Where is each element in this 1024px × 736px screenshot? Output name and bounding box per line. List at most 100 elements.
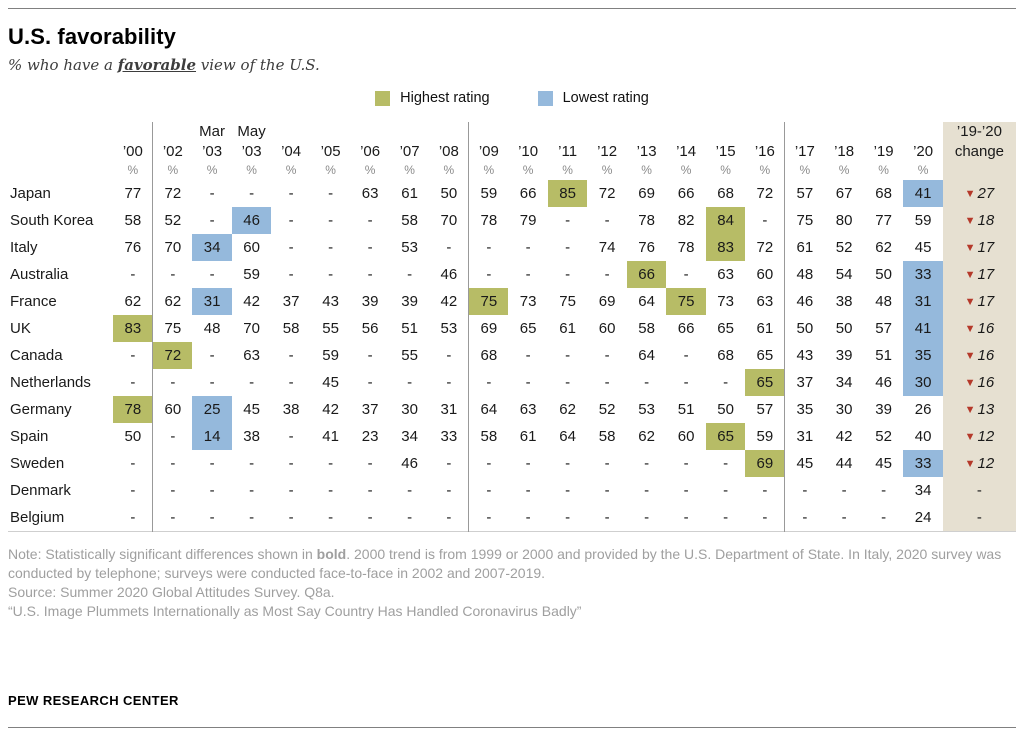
value-cell: 50 [717, 401, 734, 418]
value-cell: 66 [677, 320, 695, 337]
value-cell: 46 [440, 266, 458, 283]
value-cell: 75 [784, 207, 825, 234]
value-cell: - [644, 482, 650, 499]
table-row: Denmark - - - - - - - - - - - - - - - - - - - -34- [8, 477, 1016, 504]
year-header: ’14 [676, 143, 697, 160]
value-cell: 72 [756, 185, 774, 202]
value-cell: - [723, 482, 729, 499]
value-cell: 50 [835, 320, 853, 337]
year-header: ’08 [438, 143, 459, 160]
value-cell: 58 [124, 212, 142, 229]
value-cell: - [604, 374, 610, 391]
value-cell: 62 [559, 401, 576, 418]
subtitle-suffix: view of the U.S. [196, 56, 320, 74]
value-cell: - [288, 374, 294, 391]
down-triangle-icon: ▼ [964, 377, 976, 389]
value-cell: 38 [243, 428, 260, 445]
year-header: ’10 [518, 143, 539, 160]
value-cell: 58 [468, 423, 509, 450]
value-cell: 85 [547, 180, 588, 207]
value-cell: 52 [875, 428, 892, 445]
value-cell: - [288, 266, 294, 283]
value-cell: 46 [401, 455, 418, 472]
value-cell: 69 [745, 450, 785, 477]
value-cell: - [762, 508, 768, 526]
value-cell: - [130, 266, 136, 283]
corner-cell [8, 140, 113, 160]
down-triangle-icon: ▼ [964, 431, 976, 443]
value-cell: - [130, 455, 136, 472]
value-cell: - [288, 508, 294, 526]
table-row: France 62 62 31 42 37 43 39 39 42 75 73 75 69 64 75 73 63… [8, 288, 1016, 315]
value-cell: - [130, 374, 136, 391]
value-cell: - [367, 508, 373, 526]
value-cell: 64 [638, 293, 655, 310]
value-cell: 66 [519, 185, 537, 202]
value-cell: - [468, 450, 509, 477]
bottom-rule [8, 727, 1016, 728]
value-cell: 52 [835, 239, 853, 256]
month-header [587, 122, 627, 140]
value-cell: 46 [231, 207, 272, 234]
month-header [311, 122, 351, 140]
value-cell: 76 [638, 239, 655, 256]
country-label: Japan [10, 185, 51, 202]
value-cell: - [130, 347, 136, 364]
percent-sign: % [878, 163, 889, 177]
value-cell: 37 [361, 401, 379, 418]
report-quote: “U.S. Image Plummets Internationally as … [8, 603, 582, 620]
subtitle: % who have a favorable view of the U.S. [8, 56, 1016, 74]
lowest-rating-label: Lowest rating [562, 90, 649, 106]
change-cell: ▼ 16 [942, 315, 1016, 342]
value-cell: 82 [677, 212, 695, 229]
value-cell: 50 [124, 428, 142, 445]
value-cell: - [604, 482, 610, 499]
value-cell: 67 [835, 185, 853, 202]
value-cell: 69 [638, 185, 655, 202]
value-cell: 30 [835, 401, 853, 418]
value-cell: 31 [440, 401, 458, 418]
value-cell: 34 [835, 374, 853, 391]
value-cell: - [328, 455, 334, 472]
change-cell: - [942, 504, 1016, 531]
percent-sign: % [784, 160, 825, 180]
value-cell: - [209, 455, 215, 472]
change-cell: ▼ 13 [942, 396, 1016, 423]
value-cell: 33 [440, 428, 458, 445]
unit-header-row: %%%%%%%%%%%%%%%%%%%%% [8, 160, 1016, 180]
value-cell: - [249, 185, 255, 202]
value-cell: - [525, 455, 531, 472]
value-cell: - [328, 266, 334, 283]
value-cell: - [407, 266, 413, 283]
table-row: South Korea 58 52-46- - -58 70 78 79- -78 82 84-75… [8, 207, 1016, 234]
value-cell: 58 [598, 428, 616, 445]
value-cell: 64 [468, 396, 509, 423]
value-cell: 24 [914, 508, 932, 526]
top-rule [8, 8, 1016, 9]
value-cell: 78 [638, 212, 655, 229]
year-header: ’19 [873, 143, 894, 160]
value-cell: - [209, 212, 215, 229]
value-cell: - [644, 455, 650, 472]
value-cell: 75 [468, 288, 509, 315]
change-cell: ▼ 16 [942, 369, 1016, 396]
value-cell: 38 [835, 293, 853, 310]
value-cell: - [841, 482, 847, 499]
country-label: UK [10, 320, 31, 337]
value-cell: 42 [322, 401, 339, 418]
country-label: Spain [10, 428, 49, 445]
change-header-line2: change [942, 140, 1016, 160]
month-header [903, 122, 943, 140]
value-cell: 44 [835, 455, 853, 472]
table-row: UK 83 75 48 70 58 55 56 51 53 69 65 61 60 58 66 65 61 50 50… [8, 315, 1016, 342]
value-cell: - [525, 347, 531, 364]
year-header: ’16 [754, 143, 775, 160]
percent-sign: % [680, 163, 692, 177]
value-cell: 73 [717, 293, 734, 310]
value-cell: - [446, 508, 452, 526]
value-cell: 63 [717, 266, 734, 283]
down-triangle-icon: ▼ [964, 188, 976, 200]
value-cell: 35 [903, 342, 943, 369]
value-cell: 68 [468, 342, 509, 369]
